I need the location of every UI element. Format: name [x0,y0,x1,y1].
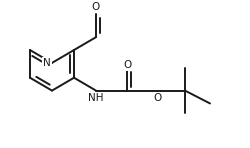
Text: NH: NH [88,93,104,103]
Text: N: N [43,58,51,68]
Text: O: O [92,2,100,12]
Text: O: O [123,60,131,70]
Text: O: O [154,93,162,103]
